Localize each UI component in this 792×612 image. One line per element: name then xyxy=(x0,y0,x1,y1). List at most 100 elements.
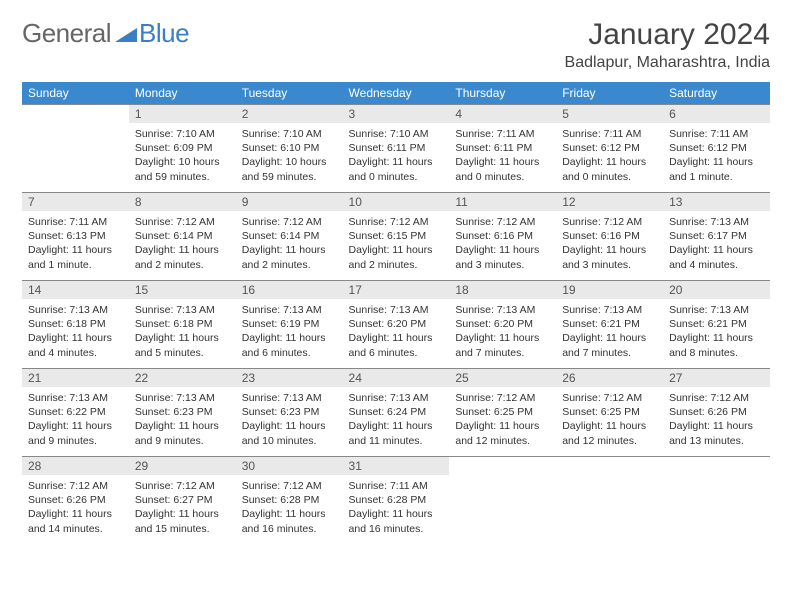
day-d2: and 16 minutes. xyxy=(349,522,444,536)
logo: General Blue xyxy=(22,18,189,49)
calendar-day-cell: 21Sunrise: 7:13 AMSunset: 6:22 PMDayligh… xyxy=(22,368,129,456)
day-ss: Sunset: 6:21 PM xyxy=(669,317,764,331)
day-content: Sunrise: 7:13 AMSunset: 6:21 PMDaylight:… xyxy=(663,299,770,364)
day-content: Sunrise: 7:12 AMSunset: 6:25 PMDaylight:… xyxy=(449,387,556,452)
calendar-day-cell: 24Sunrise: 7:13 AMSunset: 6:24 PMDayligh… xyxy=(343,368,450,456)
day-content: Sunrise: 7:13 AMSunset: 6:23 PMDaylight:… xyxy=(129,387,236,452)
day-d1: Daylight: 11 hours xyxy=(562,331,657,345)
day-content: Sunrise: 7:11 AMSunset: 6:28 PMDaylight:… xyxy=(343,475,450,540)
day-d1: Daylight: 11 hours xyxy=(562,419,657,433)
day-d2: and 6 minutes. xyxy=(349,346,444,360)
day-d1: Daylight: 11 hours xyxy=(242,331,337,345)
calendar-day-cell: 22Sunrise: 7:13 AMSunset: 6:23 PMDayligh… xyxy=(129,368,236,456)
day-d1: Daylight: 11 hours xyxy=(28,331,123,345)
day-d2: and 0 minutes. xyxy=(349,170,444,184)
calendar-day-cell: 16Sunrise: 7:13 AMSunset: 6:19 PMDayligh… xyxy=(236,280,343,368)
day-d1: Daylight: 11 hours xyxy=(28,507,123,521)
calendar-day-cell: 10Sunrise: 7:12 AMSunset: 6:15 PMDayligh… xyxy=(343,192,450,280)
day-sr: Sunrise: 7:12 AM xyxy=(455,215,550,229)
day-d2: and 2 minutes. xyxy=(349,258,444,272)
day-sr: Sunrise: 7:10 AM xyxy=(349,127,444,141)
day-ss: Sunset: 6:12 PM xyxy=(669,141,764,155)
day-d1: Daylight: 11 hours xyxy=(28,419,123,433)
day-number: 3 xyxy=(343,104,450,123)
day-d2: and 15 minutes. xyxy=(135,522,230,536)
day-d1: Daylight: 11 hours xyxy=(242,507,337,521)
day-ss: Sunset: 6:20 PM xyxy=(349,317,444,331)
logo-triangle-icon xyxy=(115,26,137,47)
day-content: Sunrise: 7:12 AMSunset: 6:14 PMDaylight:… xyxy=(236,211,343,276)
day-sr: Sunrise: 7:12 AM xyxy=(242,215,337,229)
day-number: 30 xyxy=(236,456,343,475)
day-number: 18 xyxy=(449,280,556,299)
day-ss: Sunset: 6:19 PM xyxy=(242,317,337,331)
day-sr: Sunrise: 7:11 AM xyxy=(28,215,123,229)
day-content: Sunrise: 7:12 AMSunset: 6:25 PMDaylight:… xyxy=(556,387,663,452)
day-ss: Sunset: 6:18 PM xyxy=(28,317,123,331)
weekday-header: Tuesday xyxy=(236,82,343,104)
day-content: Sunrise: 7:13 AMSunset: 6:18 PMDaylight:… xyxy=(129,299,236,364)
day-sr: Sunrise: 7:13 AM xyxy=(135,303,230,317)
day-d2: and 7 minutes. xyxy=(562,346,657,360)
day-ss: Sunset: 6:11 PM xyxy=(455,141,550,155)
day-d1: Daylight: 11 hours xyxy=(349,507,444,521)
day-sr: Sunrise: 7:11 AM xyxy=(669,127,764,141)
day-content: Sunrise: 7:11 AMSunset: 6:12 PMDaylight:… xyxy=(663,123,770,188)
calendar-day-cell: 8Sunrise: 7:12 AMSunset: 6:14 PMDaylight… xyxy=(129,192,236,280)
day-content: Sunrise: 7:12 AMSunset: 6:26 PMDaylight:… xyxy=(22,475,129,540)
day-d1: Daylight: 11 hours xyxy=(669,331,764,345)
day-sr: Sunrise: 7:12 AM xyxy=(562,391,657,405)
day-content: Sunrise: 7:10 AMSunset: 6:10 PMDaylight:… xyxy=(236,123,343,188)
calendar-day-cell: 7Sunrise: 7:11 AMSunset: 6:13 PMDaylight… xyxy=(22,192,129,280)
day-content: Sunrise: 7:13 AMSunset: 6:22 PMDaylight:… xyxy=(22,387,129,452)
day-d2: and 2 minutes. xyxy=(135,258,230,272)
calendar-day-cell: 26Sunrise: 7:12 AMSunset: 6:25 PMDayligh… xyxy=(556,368,663,456)
day-number: 31 xyxy=(343,456,450,475)
day-content: Sunrise: 7:11 AMSunset: 6:11 PMDaylight:… xyxy=(449,123,556,188)
day-ss: Sunset: 6:16 PM xyxy=(562,229,657,243)
page-title: January 2024 xyxy=(565,18,770,52)
calendar-day-cell: 2Sunrise: 7:10 AMSunset: 6:10 PMDaylight… xyxy=(236,104,343,192)
day-sr: Sunrise: 7:12 AM xyxy=(28,479,123,493)
weekday-header: Thursday xyxy=(449,82,556,104)
day-ss: Sunset: 6:18 PM xyxy=(135,317,230,331)
day-ss: Sunset: 6:14 PM xyxy=(135,229,230,243)
day-d1: Daylight: 11 hours xyxy=(135,331,230,345)
day-ss: Sunset: 6:25 PM xyxy=(562,405,657,419)
day-d1: Daylight: 11 hours xyxy=(135,243,230,257)
day-sr: Sunrise: 7:13 AM xyxy=(349,303,444,317)
day-sr: Sunrise: 7:10 AM xyxy=(242,127,337,141)
day-content: Sunrise: 7:13 AMSunset: 6:18 PMDaylight:… xyxy=(22,299,129,364)
day-content: Sunrise: 7:12 AMSunset: 6:16 PMDaylight:… xyxy=(556,211,663,276)
day-d2: and 59 minutes. xyxy=(135,170,230,184)
day-sr: Sunrise: 7:12 AM xyxy=(135,479,230,493)
calendar-day-cell xyxy=(556,456,663,544)
day-number: 26 xyxy=(556,368,663,387)
day-d1: Daylight: 11 hours xyxy=(455,243,550,257)
day-d2: and 3 minutes. xyxy=(562,258,657,272)
day-d1: Daylight: 11 hours xyxy=(455,155,550,169)
day-sr: Sunrise: 7:13 AM xyxy=(455,303,550,317)
day-content: Sunrise: 7:10 AMSunset: 6:11 PMDaylight:… xyxy=(343,123,450,188)
weekday-header: Sunday xyxy=(22,82,129,104)
title-block: January 2024 Badlapur, Maharashtra, Indi… xyxy=(565,18,770,72)
day-content: Sunrise: 7:12 AMSunset: 6:28 PMDaylight:… xyxy=(236,475,343,540)
day-content: Sunrise: 7:13 AMSunset: 6:21 PMDaylight:… xyxy=(556,299,663,364)
day-d1: Daylight: 11 hours xyxy=(28,243,123,257)
day-number: 24 xyxy=(343,368,450,387)
day-content: Sunrise: 7:13 AMSunset: 6:20 PMDaylight:… xyxy=(449,299,556,364)
day-number: 19 xyxy=(556,280,663,299)
day-d2: and 4 minutes. xyxy=(28,346,123,360)
day-sr: Sunrise: 7:12 AM xyxy=(669,391,764,405)
day-content: Sunrise: 7:12 AMSunset: 6:26 PMDaylight:… xyxy=(663,387,770,452)
empty-day-bar xyxy=(22,104,129,122)
calendar-day-cell: 31Sunrise: 7:11 AMSunset: 6:28 PMDayligh… xyxy=(343,456,450,544)
calendar-day-cell: 29Sunrise: 7:12 AMSunset: 6:27 PMDayligh… xyxy=(129,456,236,544)
day-ss: Sunset: 6:24 PM xyxy=(349,405,444,419)
day-number: 28 xyxy=(22,456,129,475)
day-sr: Sunrise: 7:12 AM xyxy=(562,215,657,229)
day-ss: Sunset: 6:13 PM xyxy=(28,229,123,243)
day-content: Sunrise: 7:12 AMSunset: 6:14 PMDaylight:… xyxy=(129,211,236,276)
day-ss: Sunset: 6:26 PM xyxy=(28,493,123,507)
day-sr: Sunrise: 7:13 AM xyxy=(349,391,444,405)
